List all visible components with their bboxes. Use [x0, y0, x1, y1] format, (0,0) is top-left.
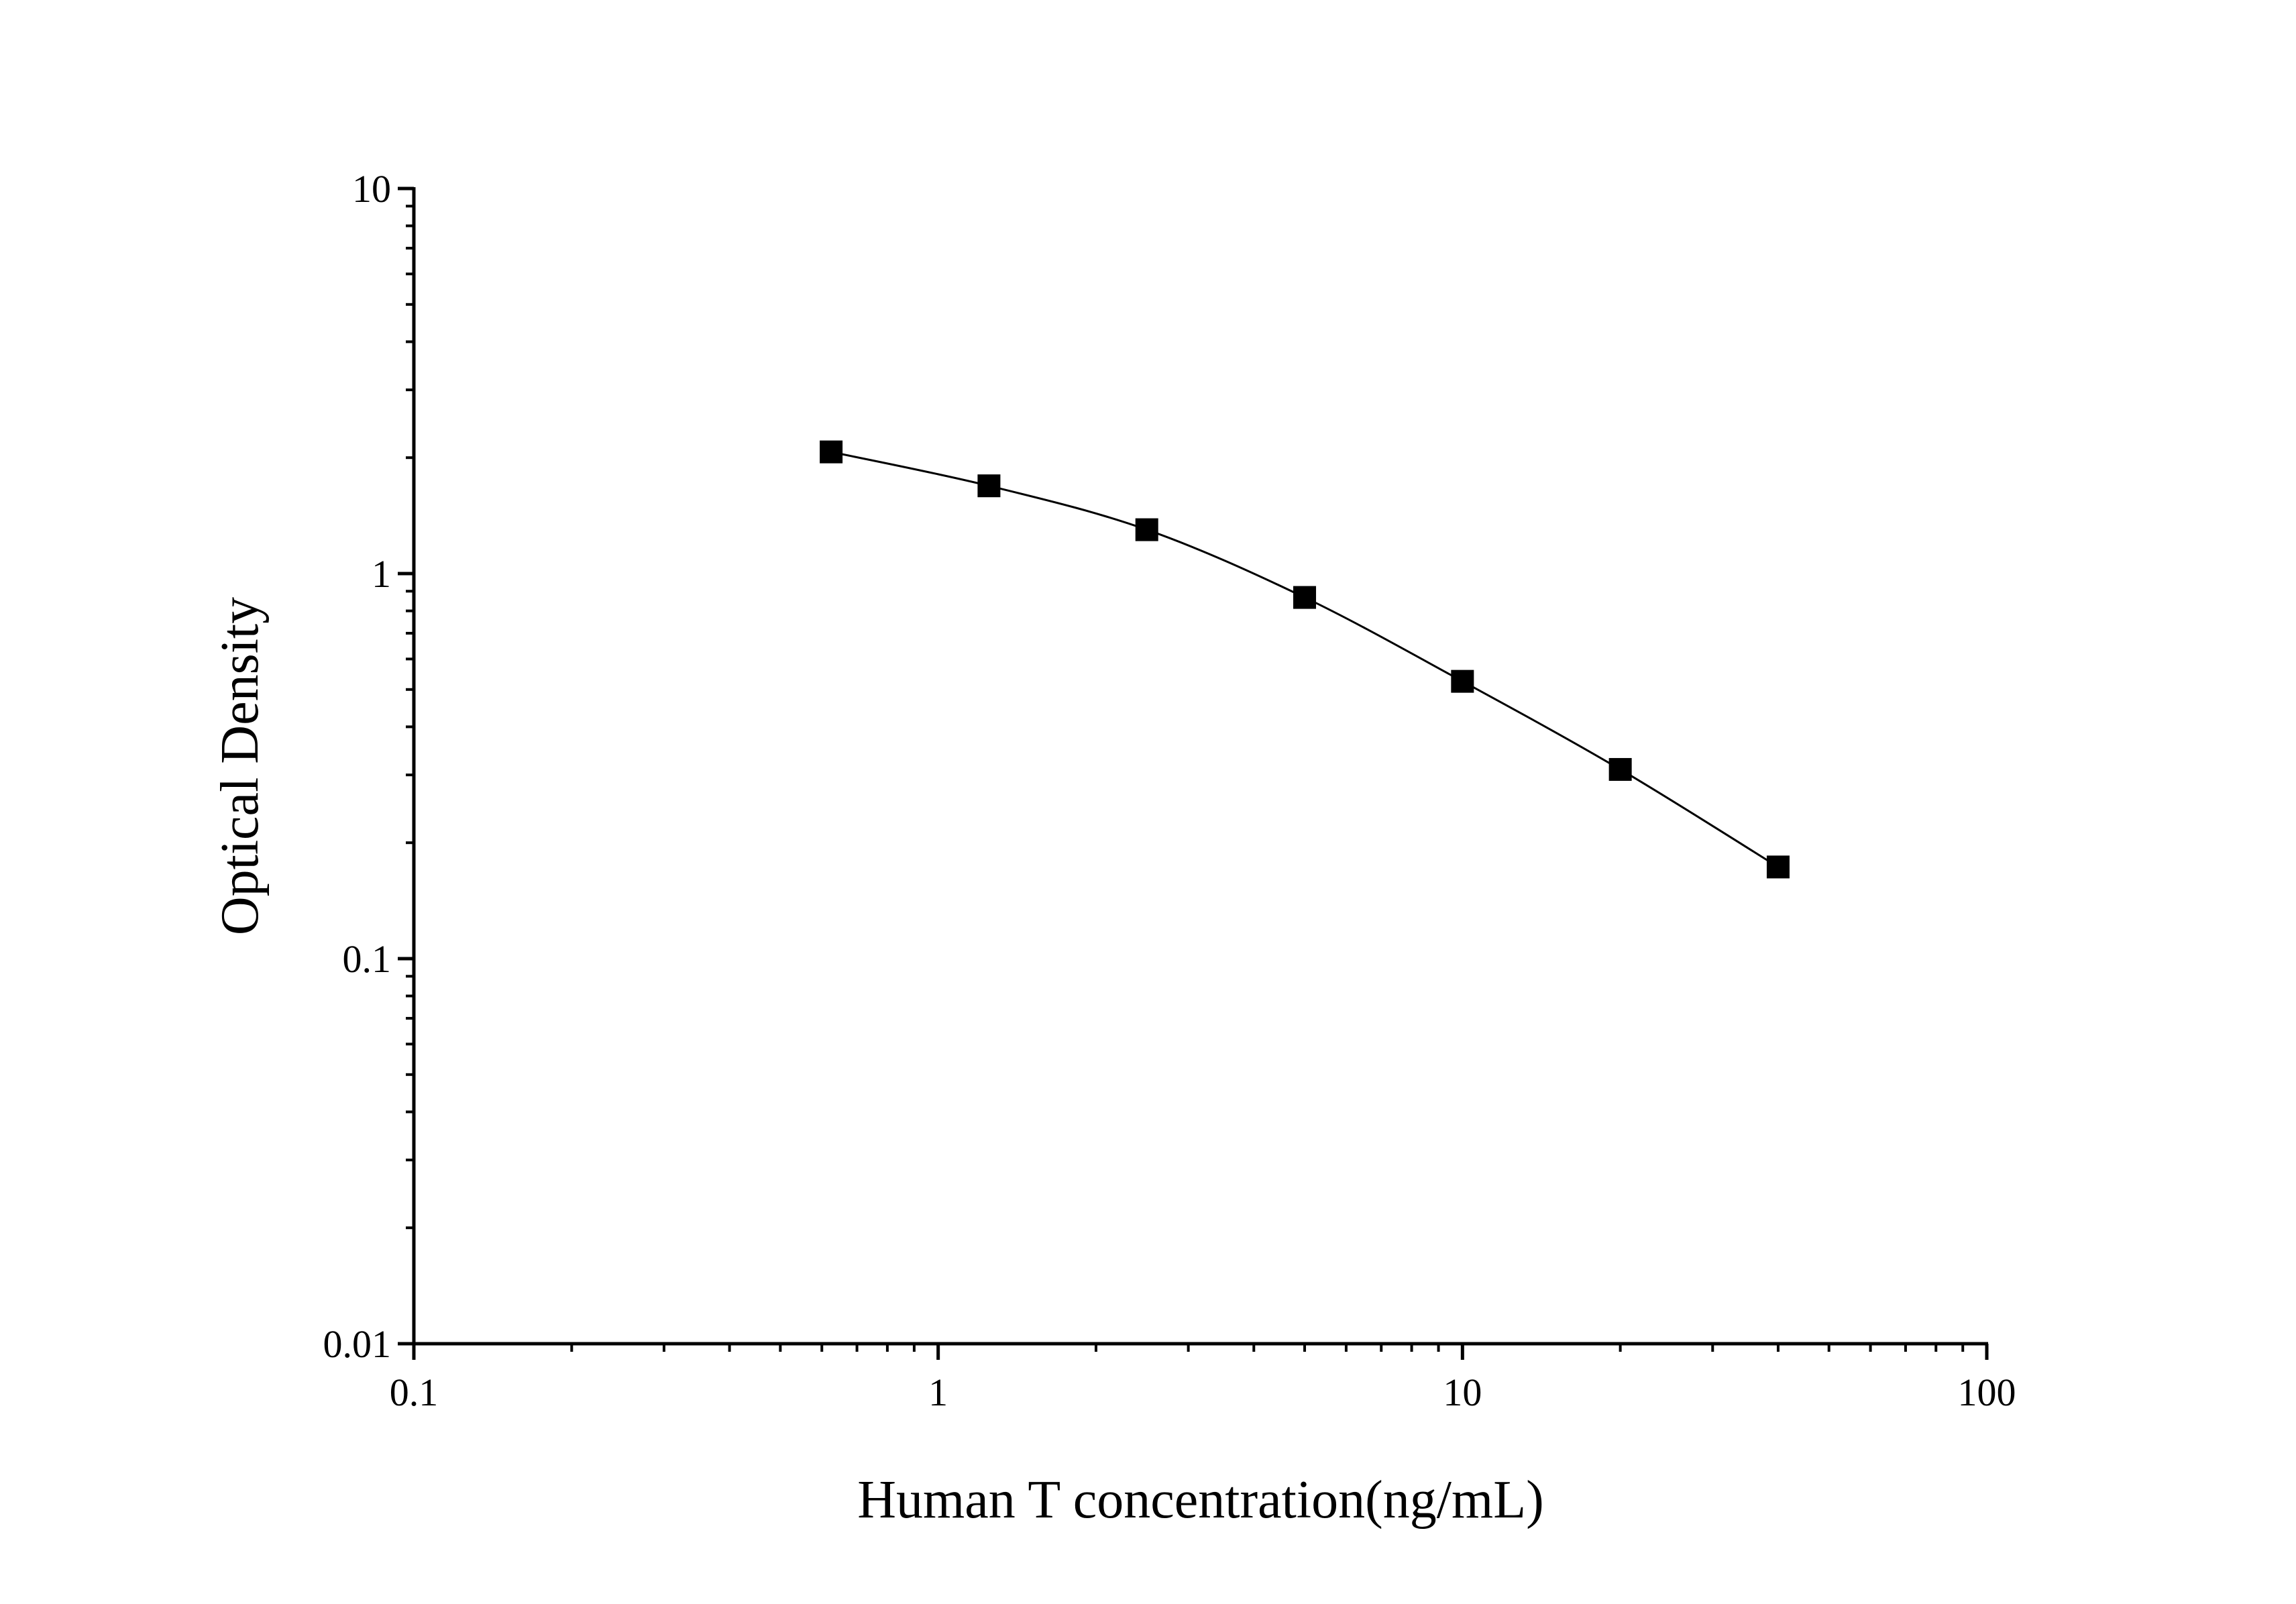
data-point-marker [977, 474, 1001, 498]
y-tick-label: 0.01 [323, 1322, 392, 1366]
y-tick-label: 1 [372, 552, 391, 596]
data-point-marker [1293, 586, 1317, 609]
data-point-marker [1135, 518, 1158, 541]
y-tick-label: 10 [352, 167, 391, 211]
data-point-marker [820, 440, 843, 464]
series [820, 440, 1790, 879]
series-line [830, 451, 1779, 868]
axes [412, 187, 1988, 1346]
ticks: 0.1 1 10 100 0.01 0.1 1 10 [323, 167, 2016, 1414]
x-tick-label: 100 [1958, 1371, 2016, 1414]
data-point-marker [1451, 670, 1474, 693]
x-tick-label: 0.1 [390, 1371, 439, 1414]
data-point-marker [1608, 757, 1632, 781]
y-axis-title: Optical Density [211, 597, 270, 935]
y-tick-label: 0.1 [343, 937, 392, 981]
x-tick-label: 1 [928, 1371, 948, 1414]
x-axis-title: Human T concentration(ng/mL) [857, 1471, 1543, 1530]
x-tick-label: 10 [1443, 1371, 1482, 1414]
data-point-marker [1766, 855, 1790, 879]
